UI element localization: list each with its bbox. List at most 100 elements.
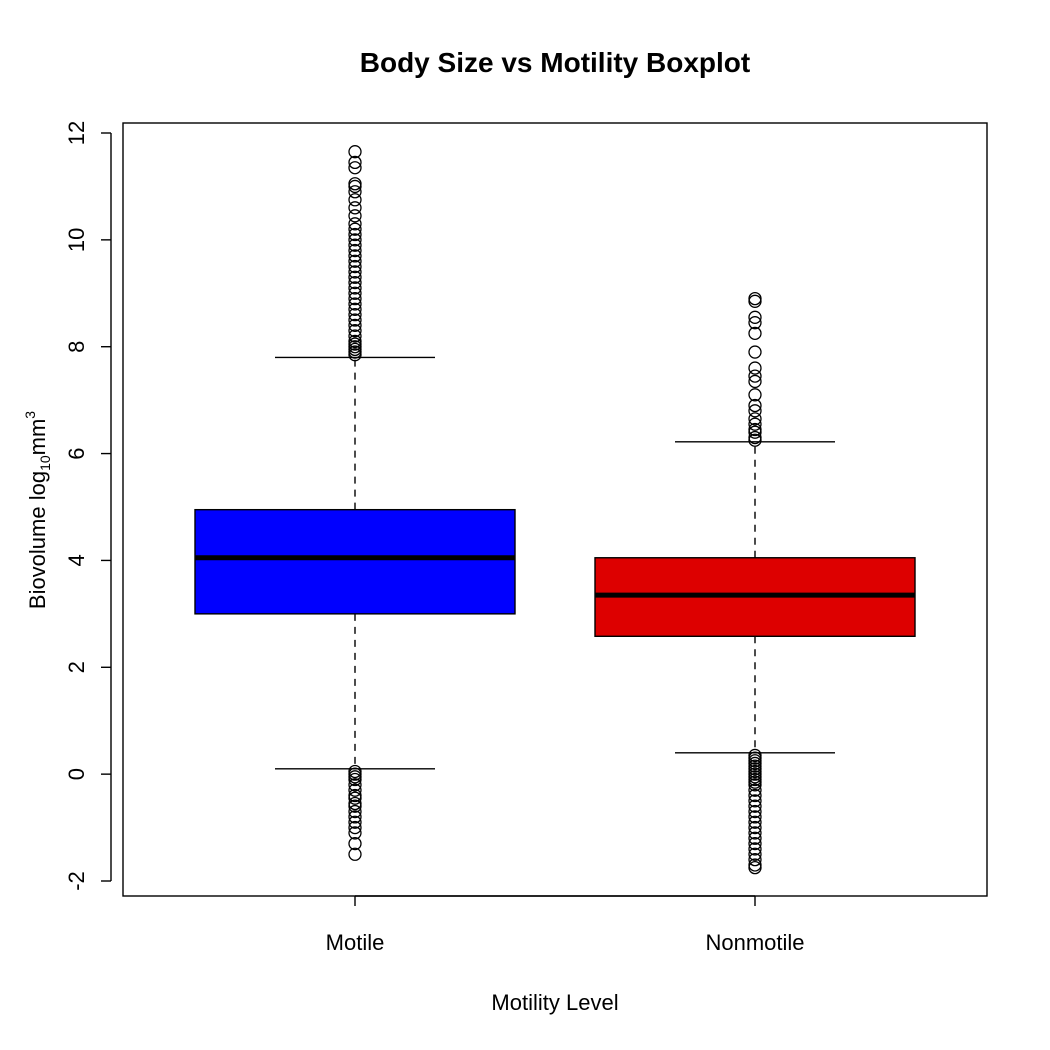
outlier-point: [748, 398, 762, 413]
outlier-point: [748, 820, 762, 835]
outlier-point: [348, 815, 362, 829]
outlier-point: [348, 179, 362, 194]
chart-title: Body Size vs Motility Boxplot: [360, 47, 750, 78]
outlier-point: [348, 324, 362, 338]
y-axis: -2 0 2 4 6 8 10 12: [64, 121, 112, 891]
outlier-point: [348, 302, 362, 316]
outlier-point: [348, 233, 362, 247]
outlier-point: [748, 326, 762, 341]
outlier-point: [348, 243, 362, 258]
outlier-point: [748, 815, 762, 829]
outlier-point: [748, 799, 762, 813]
y-tick-label: 6: [64, 447, 89, 459]
y-tick-label: 0: [64, 768, 89, 780]
outlier-point: [348, 791, 362, 805]
outlier-point: [748, 310, 762, 324]
outlier-point: [348, 275, 362, 290]
outlier-point: [748, 345, 762, 359]
outlier-point: [748, 852, 762, 867]
outlier-point: [348, 291, 362, 306]
outlier-point: [348, 799, 362, 813]
box-nonmotile: [594, 291, 916, 875]
outlier-point: [348, 318, 362, 332]
outlier-point: [348, 265, 362, 279]
outlier-point: [348, 297, 362, 311]
y-tick-label: 2: [64, 661, 89, 673]
outlier-point: [748, 430, 762, 445]
outlier-point: [348, 804, 362, 819]
y-tick-label: 4: [64, 554, 89, 566]
outlier-point: [748, 794, 762, 808]
outlier-point: [348, 270, 362, 284]
outlier-point: [748, 847, 762, 861]
outlier-point: [348, 209, 362, 223]
outlier-point: [748, 826, 762, 840]
outlier-point: [348, 334, 362, 349]
outlier-point: [748, 374, 762, 389]
outlier-point: [748, 842, 762, 856]
outlier-point: [348, 254, 362, 268]
outlier-point: [348, 145, 362, 159]
outlier-point: [348, 155, 362, 170]
outlier-point: [348, 810, 362, 824]
box-motile: [194, 145, 516, 861]
x-tick-label: Motile: [326, 930, 385, 955]
y-tick-label: -2: [64, 871, 89, 891]
y-tick-label: 8: [64, 341, 89, 353]
outlier-point: [748, 361, 762, 375]
outlier-point: [348, 778, 362, 792]
y-axis-title-unit: mm: [25, 419, 50, 456]
outlier-point: [348, 201, 362, 215]
y-axis-title-superscript: 3: [22, 411, 38, 419]
outlier-point: [348, 222, 362, 236]
outlier-point: [748, 836, 762, 851]
outlier-point: [748, 294, 762, 308]
outlier-point: [348, 329, 362, 343]
y-axis-title-subscript: 10: [37, 455, 53, 471]
plot-layer: [194, 145, 916, 875]
outlier-point: [348, 161, 362, 175]
outlier-point: [348, 826, 362, 840]
outlier-point: [348, 238, 362, 252]
y-tick-label: 10: [64, 228, 89, 252]
outlier-point: [348, 281, 362, 295]
outlier-point: [348, 185, 362, 199]
outlier-point: [348, 783, 362, 797]
outlier-point: [748, 291, 762, 306]
outlier-point: [348, 286, 362, 300]
outlier-point: [748, 810, 762, 824]
outlier-point: [348, 227, 362, 242]
outlier-point: [348, 820, 362, 835]
iqr-box: [194, 508, 516, 615]
outlier-point: [348, 177, 362, 191]
outlier-point: [748, 422, 762, 437]
outlier-point: [348, 313, 362, 327]
outlier-point: [348, 217, 362, 231]
outlier-point: [348, 249, 362, 263]
outlier-point: [748, 417, 762, 431]
outlier-point: [748, 778, 762, 792]
outlier-point: [748, 316, 762, 330]
y-axis-title-main: Biovolume log: [25, 471, 50, 609]
outlier-point: [748, 831, 762, 845]
outlier-point: [348, 193, 362, 207]
x-axis-title: Motility Level: [491, 990, 618, 1015]
outlier-point: [748, 860, 762, 875]
x-tick-label: Nonmotile: [705, 930, 804, 955]
outlier-point: [748, 783, 762, 797]
outlier-point: [748, 404, 762, 418]
outlier-point: [748, 369, 762, 383]
outlier-point: [348, 308, 362, 322]
outlier-point: [348, 772, 362, 787]
outlier-point: [748, 788, 762, 803]
outlier-point: [348, 847, 362, 861]
outlier-point: [348, 259, 362, 274]
x-axis: Motile Nonmotile: [326, 895, 805, 955]
y-axis-title: Biovolume log10mm3: [22, 411, 53, 609]
outlier-point: [748, 804, 762, 819]
outlier-point: [748, 388, 762, 402]
outlier-point: [348, 836, 362, 851]
outlier-point: [748, 412, 762, 426]
y-tick-label: 12: [64, 121, 89, 145]
